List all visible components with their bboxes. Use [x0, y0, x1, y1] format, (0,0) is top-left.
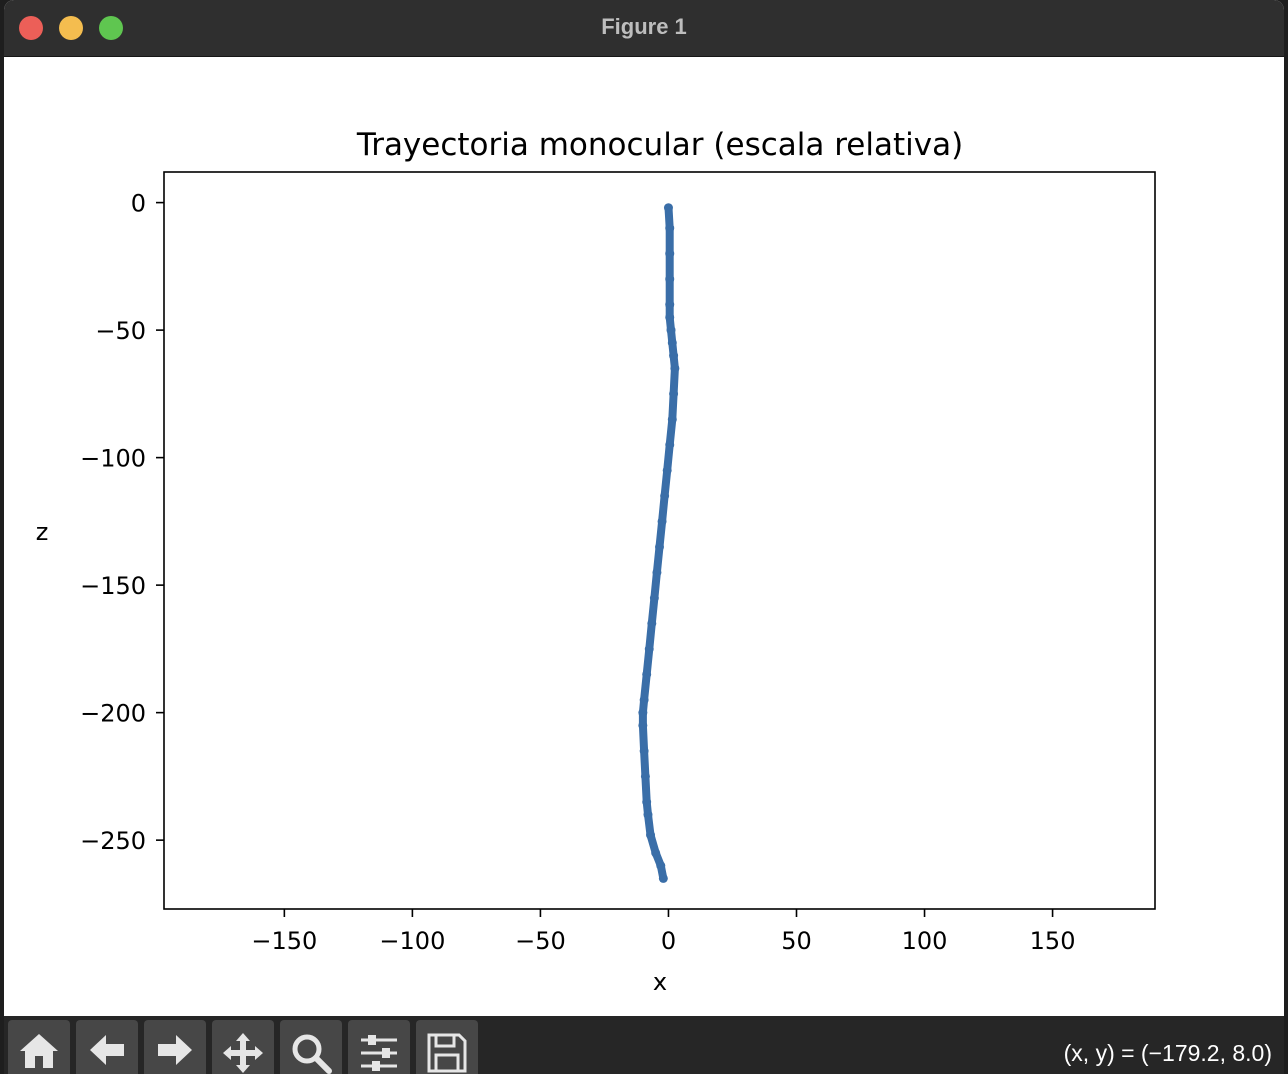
arrow-right-icon — [158, 1035, 192, 1065]
trajectory-point — [665, 223, 675, 233]
x-tick-label: 50 — [781, 927, 812, 955]
trajectory-point — [660, 491, 670, 501]
axes-frame — [163, 171, 1156, 910]
cursor-coordinates: (x, y) = (−179.2, 8.0) — [1063, 1040, 1272, 1066]
trajectory-point — [666, 325, 676, 335]
trajectory-point — [665, 312, 675, 322]
trajectory-point — [639, 746, 649, 756]
trajectory-point — [638, 720, 648, 730]
trajectory-point — [655, 542, 664, 552]
trajectory-point — [670, 363, 680, 373]
figure-window: Figure 1 Trayectoria monocular (escala r… — [4, 0, 1284, 1074]
home-icon — [20, 1034, 58, 1068]
title-bar[interactable]: Figure 1 — [4, 0, 1284, 57]
y-tick-label: 0 — [131, 190, 146, 218]
y-tick-label: −250 — [80, 827, 146, 855]
x-tick-label: −150 — [251, 927, 317, 955]
trajectory-point — [649, 593, 659, 603]
arrow-left-icon — [90, 1035, 124, 1065]
y-tick-label: −200 — [80, 700, 146, 728]
y-axis-label: z — [36, 518, 49, 546]
trajectory-point — [652, 567, 662, 577]
minimize-window-button[interactable] — [59, 16, 83, 40]
close-window-button[interactable] — [19, 16, 43, 40]
trajectory-point — [656, 861, 666, 871]
y-tick-label: −100 — [80, 445, 146, 473]
zoom-button[interactable] — [280, 1020, 342, 1074]
x-tick-label: 150 — [1030, 927, 1076, 955]
home-button[interactable] — [8, 1020, 70, 1074]
x-axis-label: x — [653, 968, 667, 996]
trajectory-point — [643, 810, 653, 820]
y-tick-label: −50 — [95, 317, 146, 345]
trajectory-point — [669, 389, 679, 399]
axis-ticks: −150 −100 −50 0 50 100 150 0 −50 −100 −150 −200 −250 — [80, 190, 1075, 955]
trajectory-point — [665, 249, 675, 259]
window-title: Figure 1 — [601, 14, 687, 39]
pan-button[interactable] — [212, 1020, 274, 1074]
y-tick-label: −150 — [80, 572, 146, 600]
navigation-toolbar: (x, y) = (−179.2, 8.0) — [4, 1016, 1284, 1074]
trajectory-point — [642, 797, 652, 807]
back-button[interactable] — [76, 1020, 138, 1074]
trajectory-point — [667, 338, 677, 348]
trajectory-point — [647, 618, 657, 628]
configure-subplots-button[interactable] — [348, 1020, 410, 1074]
move-icon — [223, 1033, 263, 1073]
trajectory-point — [665, 274, 675, 284]
magnifier-icon — [292, 1034, 332, 1074]
trajectory-point — [651, 848, 661, 858]
trajectory-point — [665, 440, 675, 450]
maximize-window-button[interactable] — [99, 16, 123, 40]
trajectory-point — [646, 830, 656, 840]
x-tick-label: −100 — [379, 927, 445, 955]
x-tick-label: 100 — [902, 927, 948, 955]
chart-title: Trayectoria monocular (escala relativa) — [356, 127, 963, 163]
trajectory-point — [639, 695, 649, 705]
trajectory-point — [657, 516, 667, 526]
trajectory-point — [638, 708, 648, 718]
x-tick-label: 0 — [661, 927, 676, 955]
save-button[interactable] — [416, 1020, 478, 1074]
series-group — [638, 203, 680, 883]
trajectory-chart[interactable]: Trayectoria monocular (escala relativa) … — [4, 57, 1284, 1016]
trajectory-point — [644, 644, 654, 654]
trajectory-point — [663, 203, 673, 213]
trajectory-point — [667, 414, 677, 424]
figure-canvas[interactable]: Trayectoria monocular (escala relativa) … — [4, 57, 1284, 1016]
trajectory-point — [665, 300, 675, 310]
trajectory-point — [662, 465, 672, 475]
x-tick-label: −50 — [515, 927, 566, 955]
forward-button[interactable] — [144, 1020, 206, 1074]
floppy-disk-icon — [427, 1033, 467, 1073]
sliders-icon — [361, 1035, 397, 1071]
trajectory-point — [640, 771, 650, 781]
trajectory-point — [669, 351, 679, 361]
trajectory-point — [642, 669, 652, 679]
trajectory-point — [658, 873, 668, 883]
